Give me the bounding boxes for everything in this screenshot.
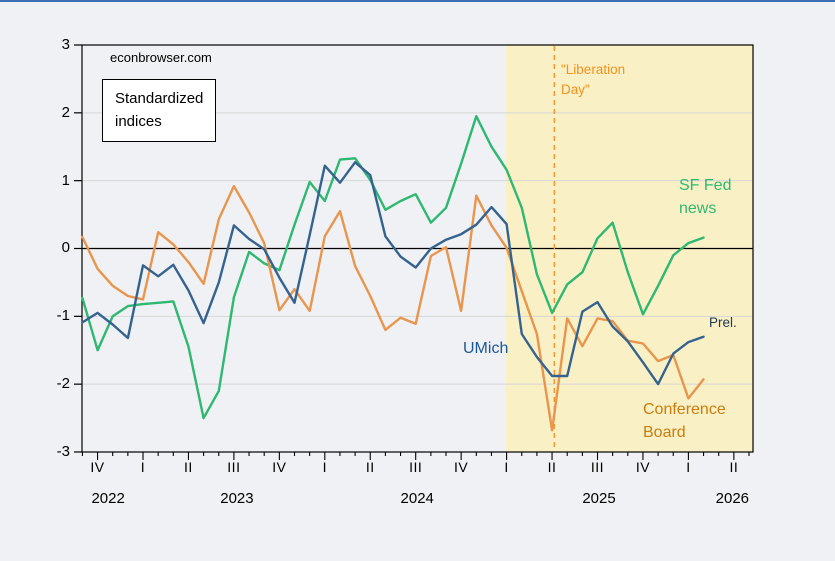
y-tick-label: 2	[61, 103, 70, 121]
x-quarter-label: II	[184, 459, 193, 475]
y-tick-label: -3	[56, 442, 70, 460]
index-box-line2: indices	[115, 113, 162, 131]
umich-line	[81, 161, 705, 386]
umich-label: UMich	[463, 340, 509, 357]
watermark: econbrowser.com	[110, 50, 212, 65]
x-quarter-label: III	[409, 459, 423, 475]
x-year-label: 2026	[715, 490, 750, 507]
x-quarter-label: I	[504, 459, 509, 475]
x-quarter-label: II	[729, 459, 739, 475]
x-year-label: 2022	[91, 490, 125, 507]
x-quarter-label: IV	[272, 459, 287, 475]
x-year-label: 2024	[400, 490, 434, 507]
standardized-indices-box: Standardized indices	[102, 79, 217, 142]
index-box-line1: Standardized	[115, 90, 204, 107]
sf-fed-news-label: SF Fed news	[679, 177, 732, 218]
x-quarter-label: IV	[635, 459, 651, 475]
y-tick-label: 0	[61, 239, 70, 257]
x-quarter-label: I	[322, 459, 327, 475]
x-quarter-label: III	[590, 459, 605, 475]
sf-fed-news-line	[81, 114, 705, 420]
y-tick-label: -1	[56, 307, 70, 325]
x-year-label: 2025	[582, 490, 616, 507]
x-year-label: 2023	[220, 490, 254, 507]
y-tick-label: 3	[61, 36, 70, 53]
prel-label: Prel.	[709, 315, 737, 330]
x-quarter-label: I	[140, 459, 146, 475]
conference-board-line	[81, 184, 705, 432]
y-tick-label: 1	[61, 171, 70, 189]
liberation-day-label: "Liberation Day"	[561, 62, 626, 97]
x-quarter-label: II	[365, 459, 375, 475]
top-border-line	[0, 0, 835, 2]
conference-board-label: Conference Board	[643, 401, 726, 442]
plot-area	[74, 44, 754, 460]
x-quarter-label: III	[227, 459, 241, 475]
x-quarter-label: IV	[90, 459, 105, 475]
x-quarter-label: IV	[454, 459, 469, 475]
x-quarter-label: I	[686, 459, 691, 475]
y-tick-label: -2	[56, 375, 70, 393]
x-quarter-label: II	[547, 459, 557, 475]
